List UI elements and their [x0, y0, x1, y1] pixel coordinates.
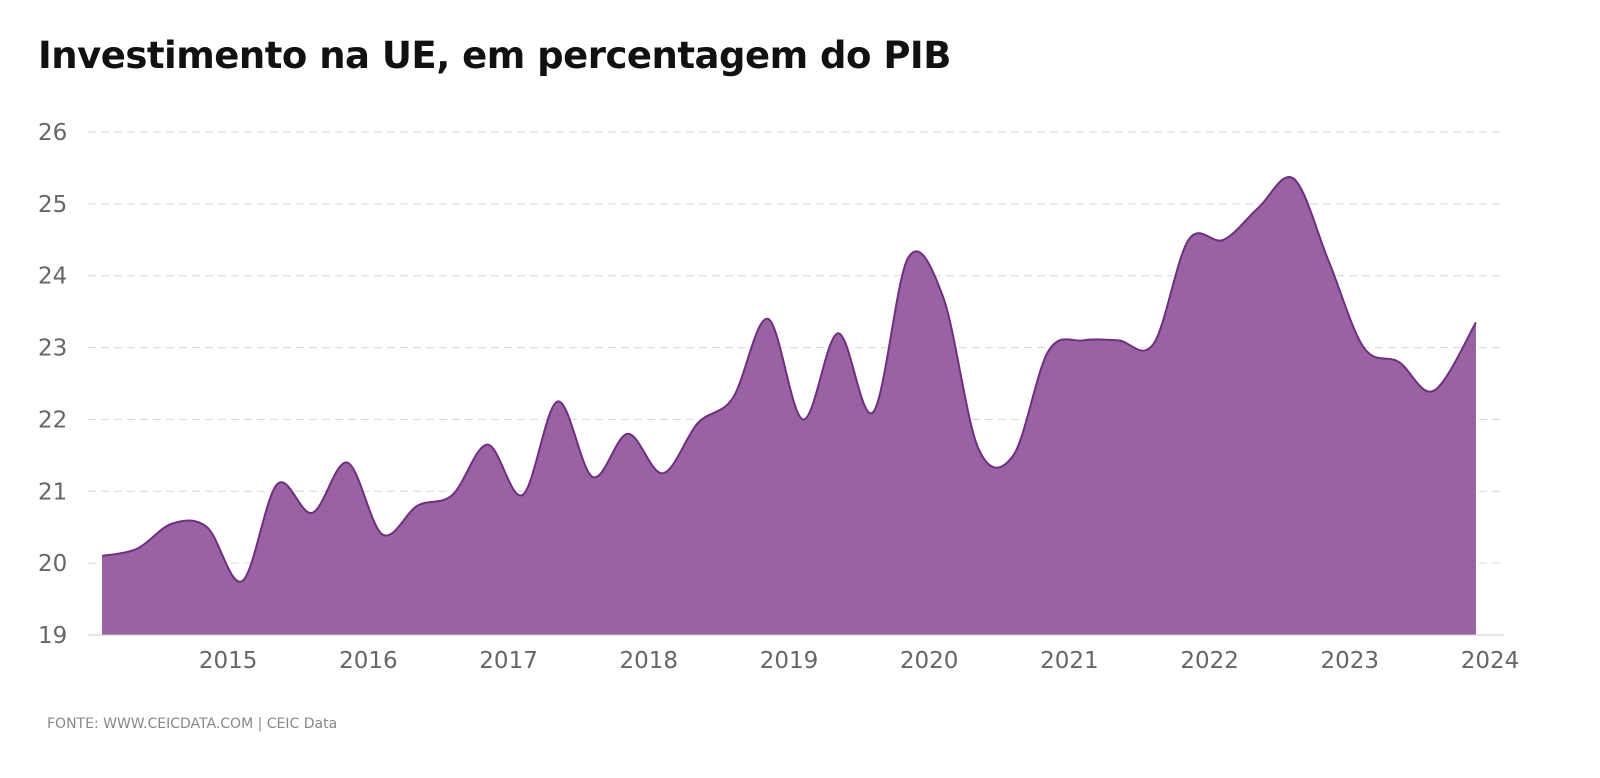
y-tick-label: 24 — [38, 264, 67, 290]
y-tick-label: 21 — [38, 479, 67, 505]
y-tick-label: 26 — [38, 120, 67, 146]
source-note: FONTE: WWW.CEICDATA.COM | CEIC Data — [47, 716, 338, 732]
area-line — [101, 175, 1477, 583]
y-tick-label: 22 — [38, 407, 67, 433]
x-tick-label: 2018 — [620, 648, 679, 674]
y-tick-label: 20 — [38, 551, 67, 577]
x-tick-label: 2016 — [339, 648, 398, 674]
x-tick-label: 2017 — [479, 648, 538, 674]
x-tick-label: 2024 — [1461, 648, 1520, 674]
area-fill — [102, 176, 1476, 635]
x-tick-label: 2022 — [1180, 648, 1239, 674]
x-axis-ticks: 2015 2016 2017 2018 2019 2020 2021 2022 2023 2024 — [199, 648, 1519, 674]
x-tick-label: 2019 — [760, 648, 819, 674]
area-series — [101, 175, 1477, 635]
y-tick-label: 25 — [38, 192, 67, 218]
y-tick-label: 19 — [38, 623, 67, 649]
y-tick-label: 23 — [38, 336, 67, 362]
chart-title: Investimento na UE, em percentagem do PI… — [38, 34, 951, 77]
x-tick-label: 2021 — [1040, 648, 1099, 674]
x-tick-label: 2020 — [900, 648, 959, 674]
x-tick-label: 2023 — [1321, 648, 1380, 674]
y-axis-ticks: 19 20 21 22 23 24 25 26 — [38, 120, 67, 649]
x-tick-label: 2015 — [199, 648, 258, 674]
